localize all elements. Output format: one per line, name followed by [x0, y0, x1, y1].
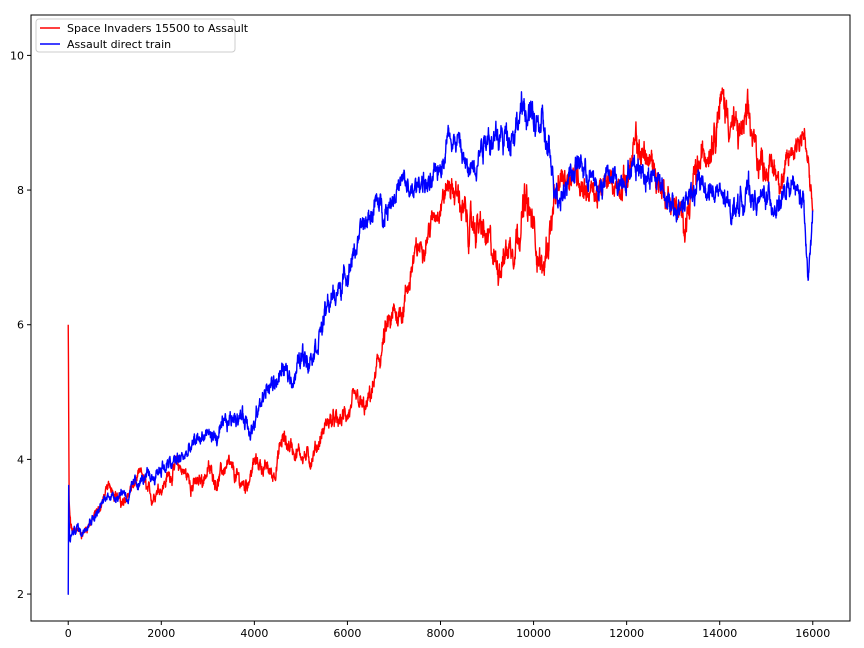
x-tick-label: 0	[65, 627, 72, 640]
x-tick-label: 6000	[333, 627, 361, 640]
y-axis: 2 4 6 8 10	[10, 49, 31, 601]
series-line-1	[67, 91, 814, 595]
y-tick-label: 6	[17, 319, 24, 332]
x-axis: 0 2000 4000 6000 8000 10000 12000 14000 16000	[65, 621, 830, 640]
x-tick-label: 14000	[702, 627, 737, 640]
x-tick-label: 12000	[609, 627, 644, 640]
legend: Space Invaders 15500 to Assault Assault d…	[35, 18, 249, 53]
legend-label: Assault direct train	[67, 38, 171, 51]
x-tick-label: 4000	[240, 627, 268, 640]
y-tick-label: 4	[17, 453, 24, 466]
y-tick-label: 2	[17, 588, 24, 601]
legend-box	[35, 18, 236, 53]
x-tick-label: 10000	[516, 627, 551, 640]
y-tick-label: 10	[10, 49, 24, 62]
series-line-0	[67, 87, 814, 540]
x-tick-label: 8000	[427, 627, 455, 640]
legend-label: Space Invaders 15500 to Assault	[67, 22, 249, 35]
x-tick-label: 16000	[795, 627, 830, 640]
x-tick-label: 2000	[147, 627, 175, 640]
y-tick-label: 8	[17, 184, 24, 197]
series-layer	[67, 87, 814, 595]
